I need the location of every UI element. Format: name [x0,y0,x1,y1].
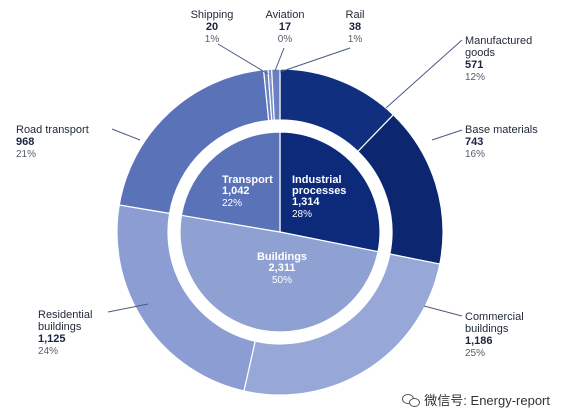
outer-label-name: Residential [38,309,92,321]
leader-line [111,128,141,141]
outer-label-name: buildings [38,321,82,333]
outer-label-pct: 1% [205,34,220,45]
outer-label-pct: 0% [278,34,293,45]
outer-label-value: 20 [206,21,218,33]
inner-label-name: Buildings [257,251,307,263]
leader-line [274,47,285,72]
inner-label-name: processes [292,185,346,197]
inner-label-value: 1,042 [222,185,250,197]
inner-slice-industrial-processes [279,131,381,253]
outer-label-pct: 24% [38,346,58,357]
inner-label-value: 2,311 [269,262,296,274]
outer-label-pct: 21% [16,149,36,160]
leader-line [431,129,463,141]
outer-label-value: 743 [465,136,483,148]
inner-slice-transport [180,131,281,233]
outer-label-value: 968 [16,136,34,148]
outer-ring [116,68,444,396]
outer-label-name: Road transport [16,124,89,136]
outer-label-name: Aviation [266,9,305,21]
inner-label-pct: 22% [222,198,242,209]
inner-label-pct: 50% [272,275,292,286]
inner-label-name: Transport [222,174,273,186]
leader-line [107,303,149,313]
outer-label-name: Base materials [465,124,538,136]
watermark-text: 微信号: Energy-report [424,393,550,408]
leader-lines [107,39,463,317]
outer-label-pct: 16% [465,149,485,160]
outer-label-pct: 12% [465,72,485,83]
outer-label-value: 1,125 [38,333,66,345]
outer-label-name: Manufactured [465,35,532,47]
outer-label-pct: 25% [465,348,485,359]
outer-label-name: buildings [465,323,509,335]
outer-label-value: 17 [279,21,291,33]
leader-line [279,47,351,73]
inner-label-value: 1,314 [292,196,320,208]
inner-pie [179,131,381,333]
leader-line [423,305,463,317]
outer-slice-rail [271,68,281,121]
outer-label-pct: 1% [348,34,363,45]
inner-label-pct: 28% [292,209,312,220]
outer-label-value: 38 [349,21,361,33]
outer-label-name: goods [465,47,495,59]
outer-label-name: Rail [346,9,365,21]
outer-label-name: Shipping [191,9,234,21]
leader-line [385,39,463,109]
inner-label-name: Industrial [292,174,342,186]
outer-label-value: 571 [465,59,483,71]
outer-label-name: Commercial [465,311,524,323]
outer-label-value: 1,186 [465,335,493,347]
inner-slice-buildings [179,214,379,333]
watermark: 微信号: Energy-report [402,390,550,409]
wechat-icon [402,393,421,407]
leader-line [217,43,269,75]
